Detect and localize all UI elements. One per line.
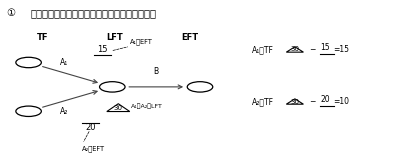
Text: EFT: EFT (182, 33, 198, 42)
Text: 30: 30 (114, 105, 123, 111)
Circle shape (16, 57, 41, 68)
Text: =15: =15 (334, 45, 350, 54)
Text: =10: =10 (334, 97, 350, 106)
Circle shape (16, 106, 41, 116)
Text: A₂のTF: A₂のTF (252, 97, 274, 106)
Text: B: B (154, 67, 159, 76)
Text: A₁のTF: A₁のTF (252, 45, 274, 54)
Text: TF: TF (37, 33, 48, 42)
Text: A₂のEFT: A₂のEFT (82, 145, 106, 152)
Text: −: − (310, 97, 316, 106)
Text: A₁のEFT: A₁のEFT (130, 38, 153, 45)
Text: トータルフロー＝最遅終了時刻－最早終了時刻: トータルフロー＝最遅終了時刻－最早終了時刻 (30, 8, 156, 18)
Circle shape (100, 82, 125, 92)
Circle shape (187, 82, 213, 92)
Text: 30: 30 (290, 99, 299, 104)
Text: LFT: LFT (106, 33, 123, 42)
Text: A₂: A₂ (60, 107, 69, 116)
Text: 15: 15 (97, 45, 108, 54)
Text: 30: 30 (290, 46, 299, 52)
Text: −: − (310, 45, 316, 54)
Text: 20: 20 (85, 123, 96, 132)
Text: A₁: A₁ (60, 58, 68, 67)
Text: ①: ① (7, 8, 16, 18)
Text: 15: 15 (320, 43, 330, 52)
Text: A₁，A₂のLFT: A₁，A₂のLFT (131, 104, 162, 109)
Text: 20: 20 (320, 95, 330, 104)
